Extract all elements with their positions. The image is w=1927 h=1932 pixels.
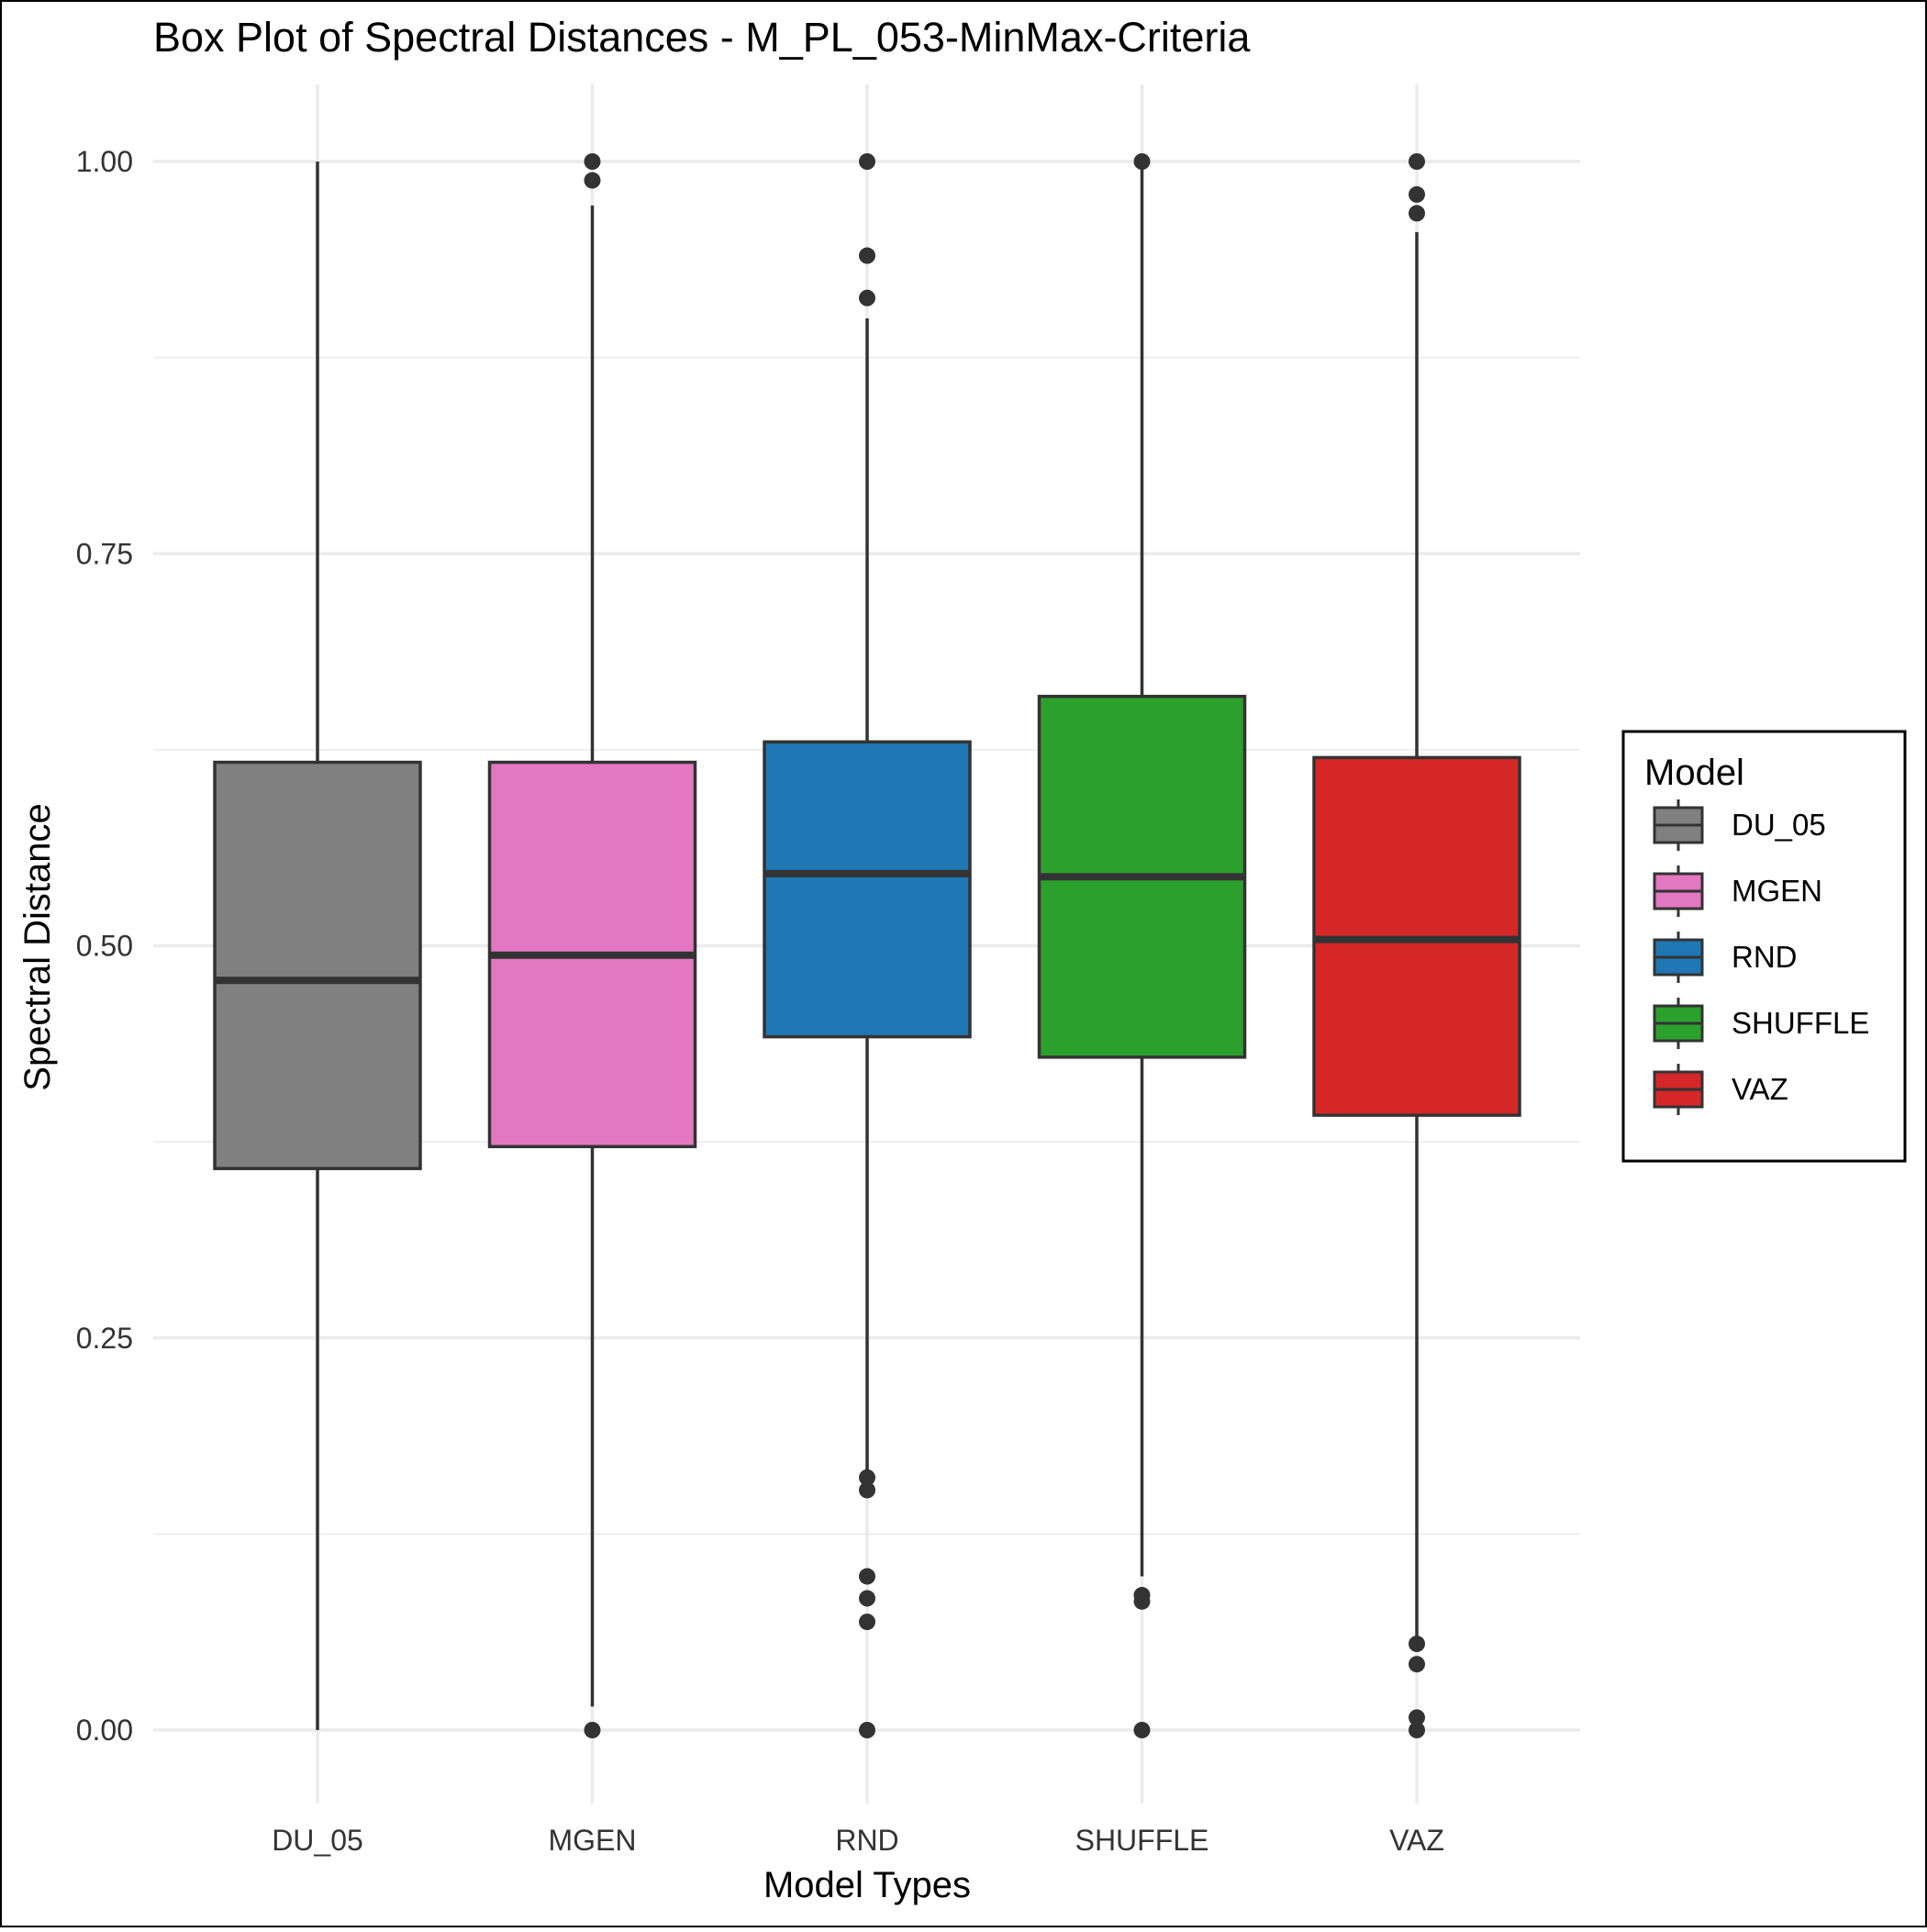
outlier-point [1409,1636,1425,1653]
outlier-point [1409,205,1425,222]
box-group-shuffle [1037,153,1247,1738]
box-group-mgen [487,153,697,1738]
outlier-point [859,247,875,264]
x-tick-label: DU_05 [272,1824,363,1857]
outlier-point [1409,153,1425,170]
outlier-point [859,1568,875,1585]
x-axis-ticks: DU_05 MGEN RND SHUFFLE VAZ [272,1824,1444,1857]
box-group-rnd [763,153,972,1738]
x-axis-title: Model Types [763,1865,971,1905]
boxes [213,153,1521,1738]
outlier-point [859,153,875,170]
x-tick-label: MGEN [549,1824,637,1857]
legend: Model DU_05 MGEN RND SHUFFLE VAZ [1621,730,1907,1163]
legend-item-du_05: DU_05 [1653,799,1826,851]
box [213,760,422,1170]
outlier-point [1409,1656,1425,1673]
legend-item-rnd: RND [1653,932,1798,983]
outlier-point [1409,1709,1425,1726]
y-tick-label: 0.00 [76,1714,133,1747]
y-tick-label: 0.25 [76,1322,133,1355]
y-tick-label: 0.50 [76,930,133,963]
box-group-du_05 [213,162,422,1730]
legend-item-shuffle: SHUFFLE [1653,998,1869,1049]
outlier-point [584,153,601,170]
outlier-point [1133,153,1151,170]
y-axis-ticks: 0.00 0.25 0.50 0.75 1.00 [76,145,133,1747]
chart-title: Box Plot of Spectral Distances - M_PL_05… [153,14,1251,61]
y-axis-title: Spectral Distance [17,803,58,1090]
box [763,740,972,1039]
legend-label: RND [1732,940,1798,974]
outlier-point [1133,1722,1151,1738]
outlier-point [859,1469,875,1486]
legend-label: VAZ [1732,1072,1788,1106]
outlier-point [584,1722,601,1738]
outlier-point [1409,185,1425,203]
y-tick-label: 0.75 [76,537,133,570]
outlier-point [859,1481,875,1499]
box-group-vaz [1312,153,1521,1738]
x-tick-label: VAZ [1389,1824,1444,1857]
outlier-point [1409,1722,1425,1738]
legend-label: SHUFFLE [1732,1006,1869,1040]
legend-item-vaz: VAZ [1653,1064,1788,1115]
outlier-point [1133,1587,1151,1604]
outlier-point [859,289,875,307]
legend-item-mgen: MGEN [1653,865,1822,917]
legend-label: DU_05 [1732,808,1826,842]
legend-title: Model [1644,753,1744,793]
x-tick-label: RND [835,1824,898,1857]
y-tick-label: 1.00 [76,145,133,178]
legend-entries: DU_05 MGEN RND SHUFFLE VAZ [1653,799,1869,1115]
x-tick-label: SHUFFLE [1075,1824,1209,1857]
outlier-point [584,172,601,189]
legend-label: MGEN [1732,874,1822,908]
outlier-point [859,1722,875,1738]
outlier-point [859,1614,875,1631]
outlier-point [859,1590,875,1607]
